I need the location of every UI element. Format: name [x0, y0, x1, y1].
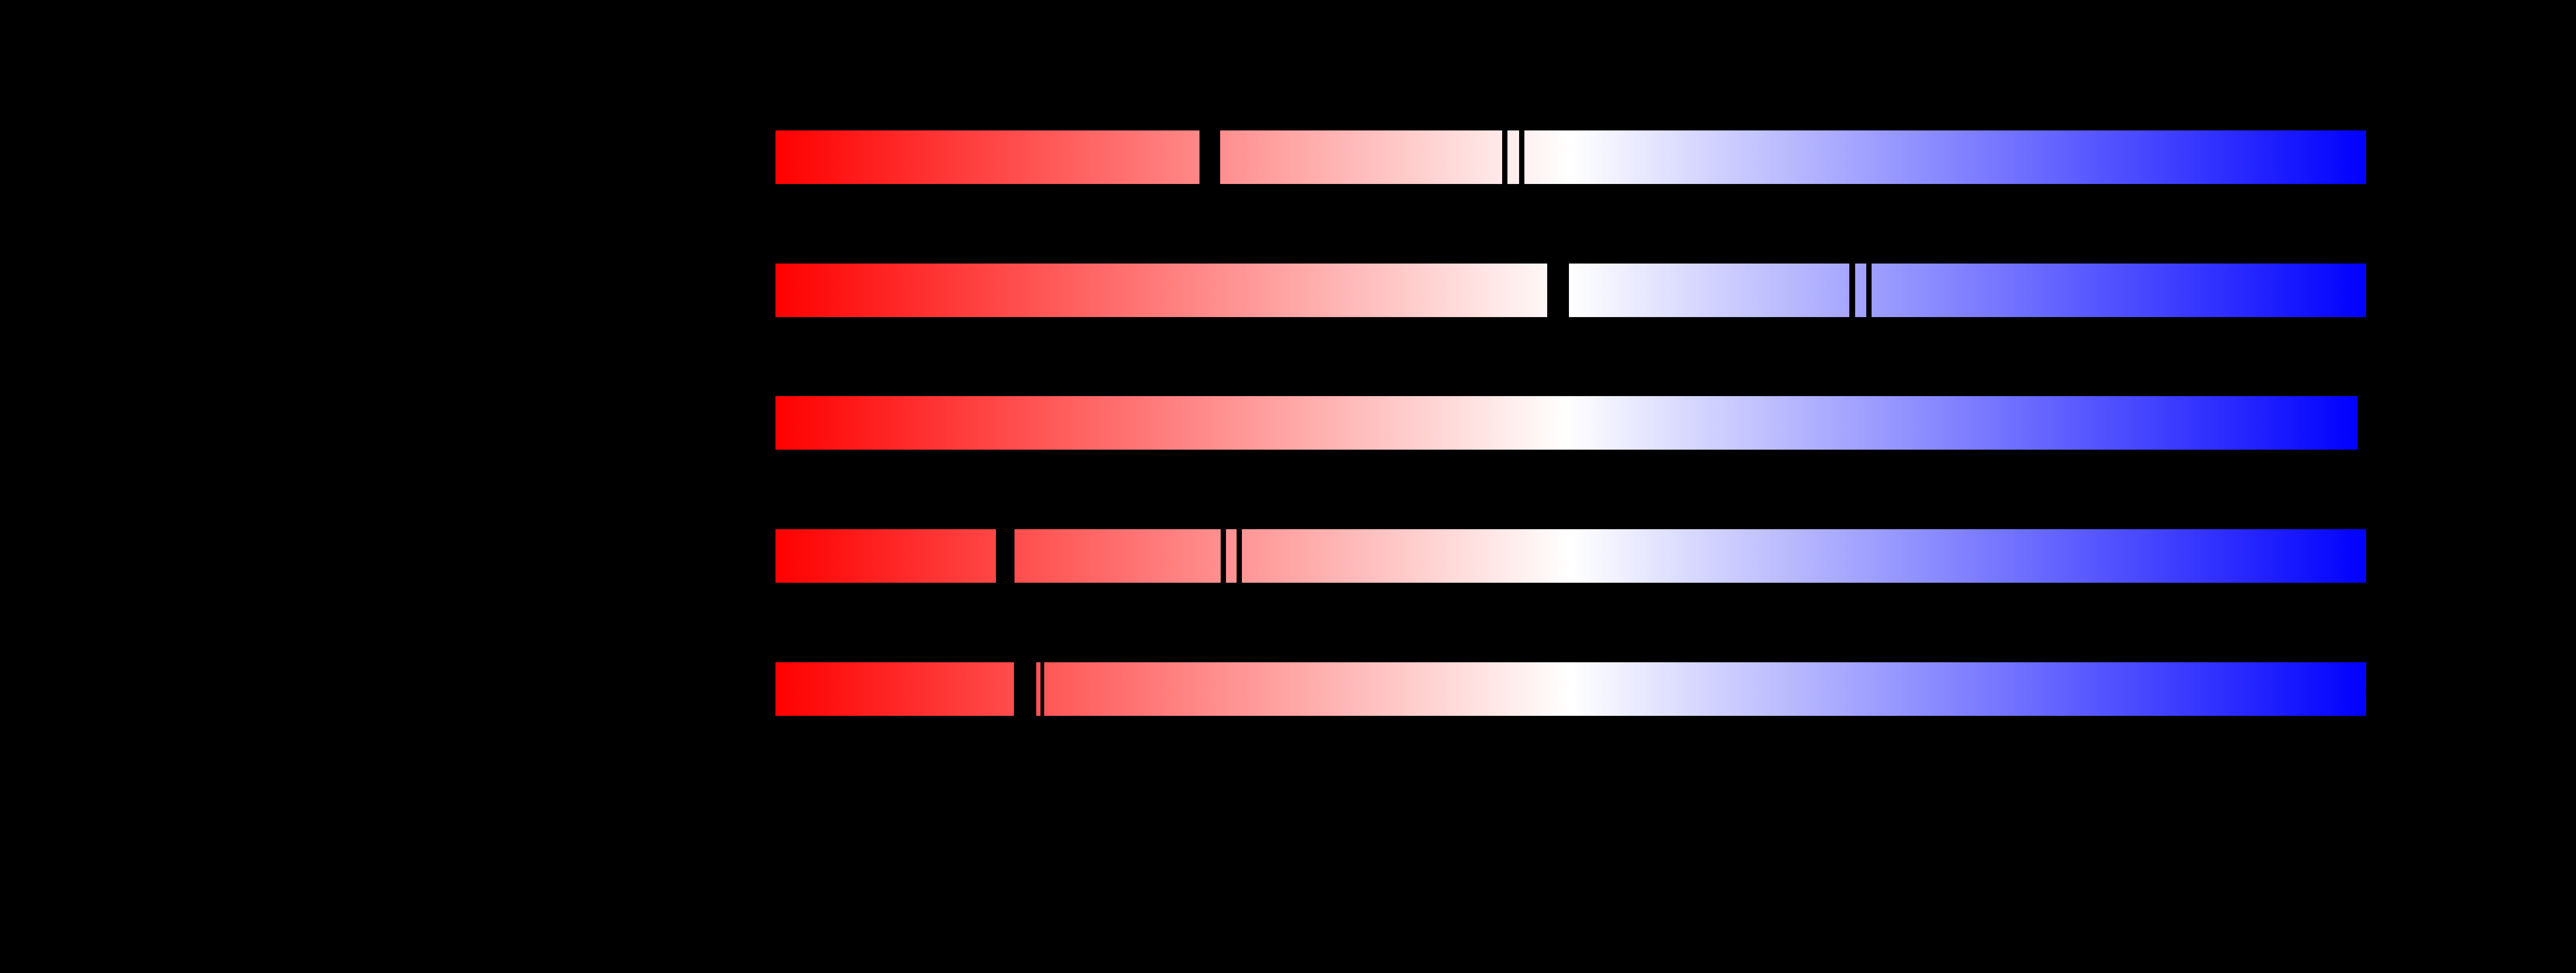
thin-interval-marker	[1502, 130, 1507, 184]
thick-interval-marker	[1199, 130, 1220, 184]
thin-interval-marker	[1221, 529, 1226, 583]
gradient-bar-row-5	[775, 662, 2366, 716]
thin-interval-marker	[1519, 130, 1524, 184]
thick-interval-marker	[1547, 264, 1569, 317]
gradient-bar-row-4	[775, 529, 2366, 583]
gradient-bar-row-1	[775, 130, 2366, 184]
thick-interval-marker	[1014, 662, 1036, 716]
gradient-bar-row-3	[775, 396, 2358, 450]
thin-interval-marker	[1237, 529, 1242, 583]
thin-interval-marker	[1866, 264, 1872, 317]
thin-interval-marker	[1849, 264, 1855, 317]
gradient-bar-row-2	[775, 264, 2366, 317]
thin-interval-marker	[1040, 662, 1044, 716]
thick-interval-marker	[996, 529, 1014, 583]
